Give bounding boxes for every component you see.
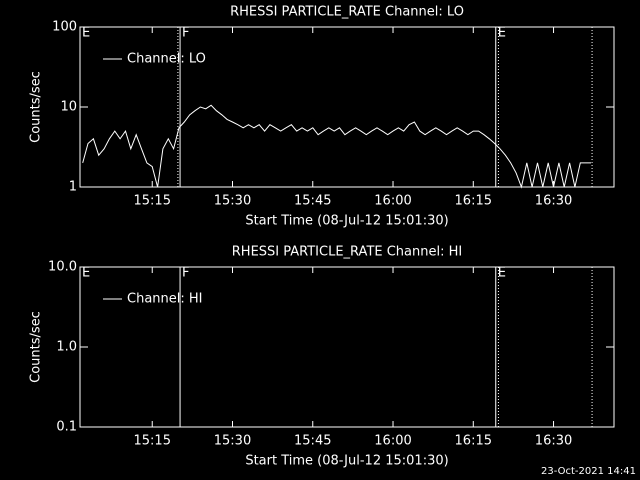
y-axis-label: Counts/sec <box>29 311 44 383</box>
marker-label: E <box>498 266 506 281</box>
x-tick-label: 15:30 <box>214 434 251 449</box>
footer: 23-Oct-2021 14:41 <box>541 466 636 477</box>
x-tick-label: 15:45 <box>294 434 331 449</box>
x-axis-label: Start Time (08-Jul-12 15:01:30) <box>245 214 448 229</box>
marker-label: F <box>182 26 189 41</box>
x-tick-label: 16:30 <box>535 194 572 209</box>
marker-label: F <box>182 266 189 281</box>
y-tick-label: 100 <box>52 20 77 35</box>
x-tick-label: 15:15 <box>134 194 171 209</box>
marker-label: E <box>498 26 506 41</box>
series-line <box>82 104 591 189</box>
chart-title: RHESSI PARTICLE_RATE Channel: HI <box>232 245 462 260</box>
x-tick-label: 15:30 <box>214 194 251 209</box>
y-axis-label: Counts/sec <box>29 71 44 143</box>
y-tick-label: 10.0 <box>48 260 77 275</box>
x-tick-label: 16:15 <box>455 194 492 209</box>
x-axis-label: Start Time (08-Jul-12 15:01:30) <box>245 454 448 469</box>
x-tick-label: 16:00 <box>374 194 411 209</box>
legend-label: Channel: LO <box>127 52 206 67</box>
x-tick-label: 16:15 <box>455 434 492 449</box>
y-tick-label: 0.1 <box>56 420 77 435</box>
x-tick-label: 15:45 <box>294 194 331 209</box>
marker-label: E <box>82 266 90 281</box>
x-tick-label: 16:00 <box>374 434 411 449</box>
y-tick-label: 10 <box>60 100 77 115</box>
legend-label: Channel: HI <box>127 292 203 307</box>
x-tick-label: 16:30 <box>535 434 572 449</box>
y-tick-label: 1 <box>69 180 77 195</box>
chart-title: RHESSI PARTICLE_RATE Channel: LO <box>230 5 464 20</box>
marker-label: E <box>82 26 90 41</box>
y-tick-label: 1.0 <box>56 340 77 355</box>
x-tick-label: 15:15 <box>134 434 171 449</box>
